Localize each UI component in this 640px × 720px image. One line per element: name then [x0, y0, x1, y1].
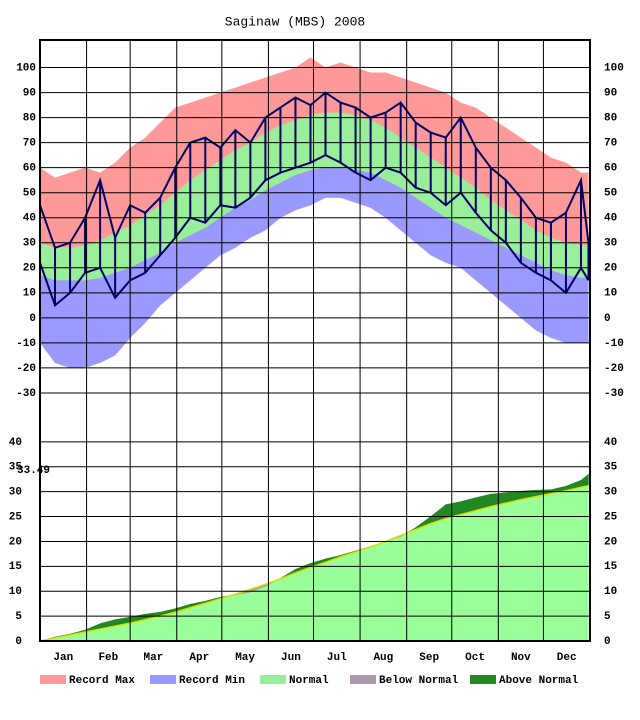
x-tick-label: Nov: [511, 652, 531, 664]
legend-swatch: [150, 675, 176, 684]
y-tick-label: 70: [23, 138, 36, 150]
x-tick-label: Oct: [465, 652, 485, 664]
y-tick-label: 50: [23, 188, 36, 200]
y-tick-label: 5: [15, 611, 22, 623]
y-tick-label: 0: [29, 313, 36, 325]
x-tick-label: Apr: [189, 652, 209, 664]
x-tick-label: Jun: [281, 652, 301, 664]
y2-tick-label: 70: [604, 138, 617, 150]
y2-tick-label: 40: [604, 213, 617, 225]
legend-swatch: [470, 675, 496, 684]
y2-tick-label: 10: [604, 586, 617, 598]
y2-tick-label: 35: [604, 462, 618, 474]
legend-swatch: [350, 675, 376, 684]
temp-line: [39, 154, 590, 308]
x-tick-label: Feb: [98, 652, 118, 664]
legend-swatch: [260, 675, 286, 684]
legend-label: Record Min: [179, 675, 245, 687]
y2-tick-label: -20: [604, 363, 624, 375]
y-tick-label: 20: [9, 536, 22, 548]
y2-tick-label: 15: [604, 561, 618, 573]
y-tick-label: -30: [16, 388, 36, 400]
legend-label: Above Normal: [499, 675, 579, 687]
x-tick-label: May: [235, 652, 255, 664]
y-tick-label: 35: [9, 462, 23, 474]
legend-label: Normal: [289, 675, 329, 687]
x-tick-label: Mar: [144, 652, 164, 664]
y-tick-label: 90: [23, 87, 36, 99]
y-tick-label: -20: [16, 363, 36, 375]
y2-tick-label: 5: [604, 611, 611, 623]
y-tick-label: 20: [23, 263, 36, 275]
legend-label: Record Max: [69, 675, 135, 687]
y-tick-label: 0: [15, 636, 22, 648]
y2-tick-label: 0: [604, 636, 611, 648]
y2-tick-label: 0: [604, 313, 611, 325]
x-tick-label: Dec: [557, 652, 577, 664]
y2-tick-label: 60: [604, 163, 617, 175]
y-tick-label: 10: [23, 288, 36, 300]
x-tick-label: Jul: [327, 652, 347, 664]
chart-title: Saginaw (MBS) 2008: [225, 14, 365, 29]
x-tick-label: Sep: [419, 652, 439, 664]
y2-tick-label: 50: [604, 188, 617, 200]
y-tick-label: 10: [9, 586, 22, 598]
y-tick-label: 40: [23, 213, 36, 225]
temp-line: [39, 91, 590, 250]
y2-tick-label: 100: [604, 62, 624, 74]
y2-tick-label: 20: [604, 263, 617, 275]
y2-tick-label: 90: [604, 87, 617, 99]
legend-label: Below Normal: [379, 675, 459, 687]
y2-tick-label: -10: [604, 338, 624, 350]
y2-tick-label: 80: [604, 113, 617, 125]
y2-tick-label: 30: [604, 487, 617, 499]
y2-tick-label: 10: [604, 288, 617, 300]
y2-tick-label: 30: [604, 238, 617, 250]
y-tick-label: -10: [16, 338, 36, 350]
x-tick-label: Aug: [373, 652, 393, 664]
y-tick-label: 30: [9, 487, 22, 499]
plot-frame: [39, 39, 591, 642]
y2-tick-label: 25: [604, 511, 618, 523]
y-tick-label: 80: [23, 113, 36, 125]
y-tick-label: 25: [9, 511, 23, 523]
legend-swatch: [40, 675, 66, 684]
y-tick-label: 100: [16, 62, 36, 74]
y-tick-label: 40: [9, 437, 22, 449]
y2-tick-label: 20: [604, 536, 617, 548]
y-tick-label: 30: [23, 238, 36, 250]
y-tick-label: 60: [23, 163, 36, 175]
y2-tick-label: 40: [604, 437, 617, 449]
y-tick-label: 15: [9, 561, 23, 573]
total-annotation: 33.49: [17, 465, 50, 477]
y2-tick-label: -30: [604, 388, 624, 400]
normal-precip-line: [39, 484, 589, 642]
x-tick-label: Jan: [53, 652, 73, 664]
